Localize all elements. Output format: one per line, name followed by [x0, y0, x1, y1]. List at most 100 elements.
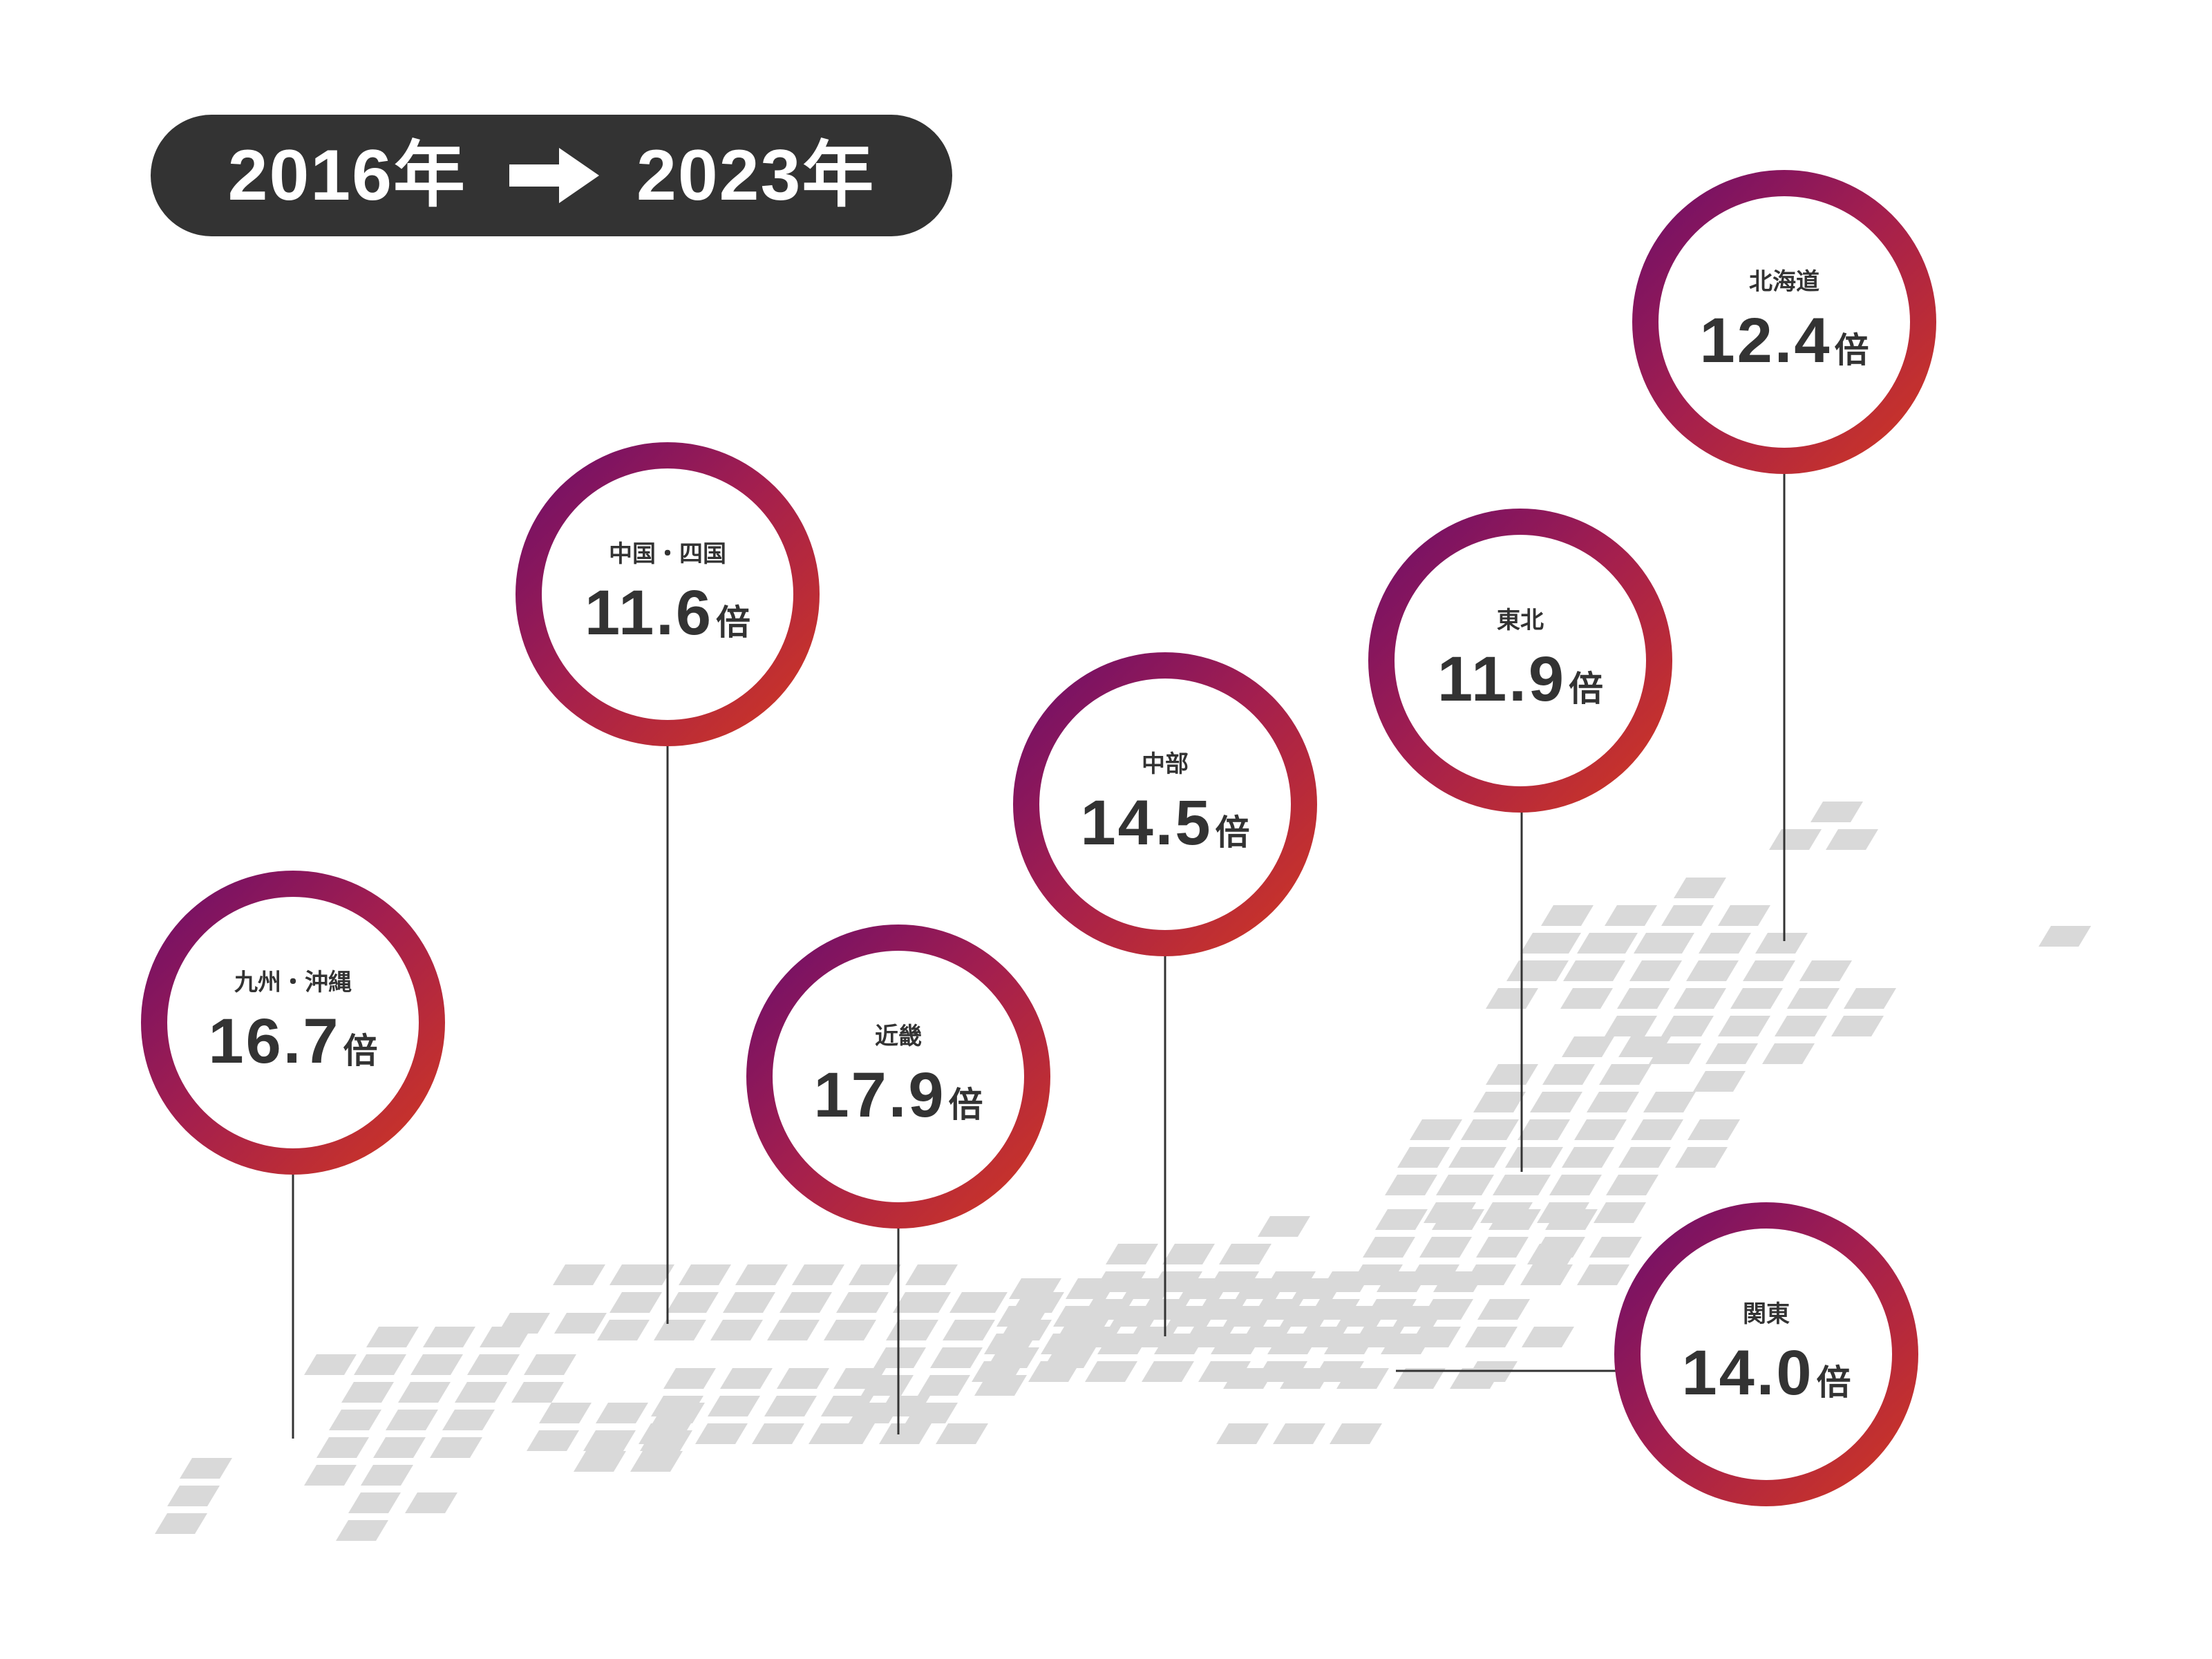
- map-tile: [167, 1486, 220, 1506]
- map-tile: [777, 1368, 829, 1389]
- growth-ratio-unit: 倍: [1568, 668, 1603, 709]
- map-tile: [1618, 1147, 1671, 1168]
- map-tile: [1236, 1278, 1288, 1299]
- map-tile: [999, 1320, 1052, 1340]
- map-tile: [554, 1313, 607, 1334]
- map-tile: [666, 1292, 719, 1313]
- map-tile: [1393, 1368, 1446, 1389]
- callout-inner: 中国・四国 11.6 倍: [542, 468, 793, 720]
- map-tile: [348, 1492, 401, 1513]
- map-tile: [1743, 960, 1795, 981]
- map-tile: [1179, 1278, 1231, 1299]
- ratio-row: 14.5 倍: [1080, 791, 1249, 855]
- start-year: 2016年: [227, 135, 466, 216]
- map-tile: [1831, 1016, 1884, 1036]
- map-tile: [1693, 1071, 1746, 1092]
- map-tile: [1377, 1271, 1429, 1292]
- map-tile: [1541, 905, 1594, 926]
- map-tile: [708, 1396, 760, 1416]
- map-tile: [1375, 1209, 1428, 1230]
- growth-ratio-value: 16.7: [208, 1005, 341, 1077]
- map-tile: [1433, 1271, 1486, 1292]
- region-name: 中国・四国: [609, 540, 726, 568]
- map-tile: [1522, 1327, 1574, 1347]
- growth-ratio-value: 11.6: [585, 577, 713, 648]
- map-tile: [1799, 960, 1852, 981]
- map-tile: [630, 1451, 683, 1472]
- period-badge: 2016年 2023年: [151, 115, 952, 236]
- map-tile: [1381, 1334, 1433, 1354]
- map-tile: [1363, 1237, 1415, 1258]
- map-tile: [1324, 1334, 1377, 1354]
- map-tile: [1385, 1175, 1437, 1195]
- map-tile: [1066, 1278, 1118, 1299]
- ratio-row: 11.9 倍: [1437, 647, 1603, 711]
- map-tile: [1605, 1016, 1657, 1036]
- map-tile: [1223, 1368, 1276, 1389]
- region-name: 九州・沖縄: [234, 968, 352, 996]
- map-tile: [622, 1264, 674, 1285]
- callout-inner: 東北 11.9 倍: [1395, 535, 1646, 786]
- map-tile: [511, 1382, 564, 1403]
- map-tile: [430, 1437, 482, 1458]
- map-tile: [410, 1354, 463, 1375]
- map-tile: [1393, 1306, 1446, 1327]
- region-callout-kyushu-okinawa: 九州・沖縄 16.7 倍: [141, 871, 445, 1175]
- map-tile: [1594, 1202, 1646, 1223]
- map-tile: [1562, 1036, 1614, 1057]
- map-tile: [833, 1368, 886, 1389]
- map-tile: [767, 1320, 820, 1340]
- map-tile: [1397, 1147, 1450, 1168]
- map-tile: [654, 1320, 706, 1340]
- map-tile: [1844, 988, 1896, 1009]
- map-tile: [720, 1368, 773, 1389]
- map-tile: [836, 1292, 889, 1313]
- region-callout-chugoku-shikoku: 中国・四国 11.6 倍: [516, 442, 820, 746]
- map-tile: [1473, 1092, 1526, 1112]
- map-tile: [1775, 1016, 1827, 1036]
- map-tile: [2039, 926, 2091, 947]
- map-tile: [1699, 933, 1751, 954]
- map-tile: [1762, 1043, 1815, 1064]
- map-tile: [1056, 1320, 1108, 1340]
- region-callout-kinki: 近畿 17.9 倍: [746, 925, 1050, 1229]
- growth-ratio-value: 17.9: [813, 1059, 946, 1130]
- map-tile: [336, 1520, 388, 1541]
- map-tile: [442, 1410, 495, 1430]
- map-tile: [1122, 1278, 1175, 1299]
- map-tile: [1520, 933, 1573, 954]
- map-tile: [1511, 1147, 1563, 1168]
- region-name: 北海道: [1749, 267, 1819, 296]
- map-tile: [1267, 1334, 1320, 1354]
- ratio-row: 11.6 倍: [585, 581, 750, 645]
- region-name: 中部: [1142, 750, 1189, 778]
- map-tile: [1574, 1119, 1627, 1140]
- map-tile: [1486, 988, 1538, 1009]
- map-tile: [1258, 1216, 1310, 1237]
- map-tile: [304, 1354, 357, 1375]
- map-tile: [539, 1403, 592, 1423]
- map-tile: [949, 1292, 1002, 1313]
- map-tile: [987, 1347, 1039, 1368]
- map-tile: [1826, 829, 1878, 850]
- map-tile: [809, 1423, 861, 1444]
- end-year: 2023年: [636, 135, 876, 216]
- growth-ratio-unit: 倍: [343, 1030, 378, 1071]
- map-tile: [1705, 1043, 1758, 1064]
- map-tile: [1043, 1347, 1096, 1368]
- map-tile: [373, 1437, 426, 1458]
- map-tile: [974, 1375, 1027, 1396]
- map-tile: [1488, 1209, 1541, 1230]
- map-tile: [1674, 988, 1726, 1009]
- growth-ratio-value: 11.9: [1437, 643, 1566, 714]
- map-tile: [1219, 1244, 1272, 1264]
- map-tile: [1477, 1299, 1530, 1320]
- map-tile: [1465, 1327, 1518, 1347]
- map-tile: [596, 1403, 648, 1423]
- map-tile: [155, 1513, 207, 1534]
- map-tile: [849, 1264, 901, 1285]
- map-tile: [930, 1347, 983, 1368]
- map-tile: [405, 1492, 457, 1513]
